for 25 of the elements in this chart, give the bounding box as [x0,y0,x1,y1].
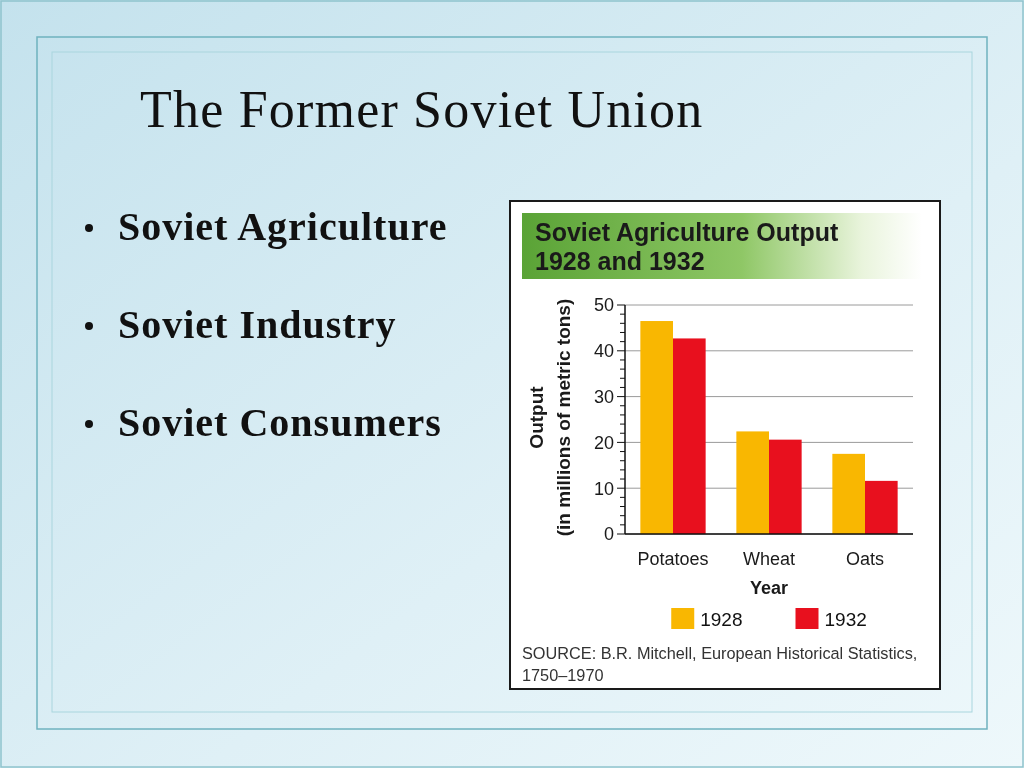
text: Soviet Consumers [118,400,442,445]
bar [673,338,706,534]
legend-label: 1928 [700,609,743,630]
y-tick-label: 10 [593,478,614,499]
bar [640,321,673,534]
bar [832,453,865,534]
legend-label: 1932 [824,609,867,630]
x-tick-label: Potatoes [637,549,709,569]
source-note: SOURCE: B.R. Mitchell, European Historical Statistics, 1750–1970 [522,644,918,684]
y-tick-label: 0 [603,524,614,545]
y-tick-label: 50 [593,295,614,316]
bar [865,480,898,534]
text: The Former Soviet Union [140,81,704,138]
x-axis-title: Year [749,578,789,598]
text: Soviet Agriculture [118,204,448,249]
y-tick-label: 20 [593,432,614,453]
bar [769,439,802,534]
y-tick-label: 30 [593,386,614,407]
x-tick-label: Wheat [742,549,796,569]
text: Soviet Industry [118,302,397,347]
bar [736,431,769,534]
y-tick-label: 40 [593,341,614,362]
y-axis-title: Output (in millions of metric tons) [526,298,574,537]
chart-title: Soviet Agriculture Output 1928 and 1932 [535,218,839,275]
x-tick-label: Oats [845,549,885,569]
